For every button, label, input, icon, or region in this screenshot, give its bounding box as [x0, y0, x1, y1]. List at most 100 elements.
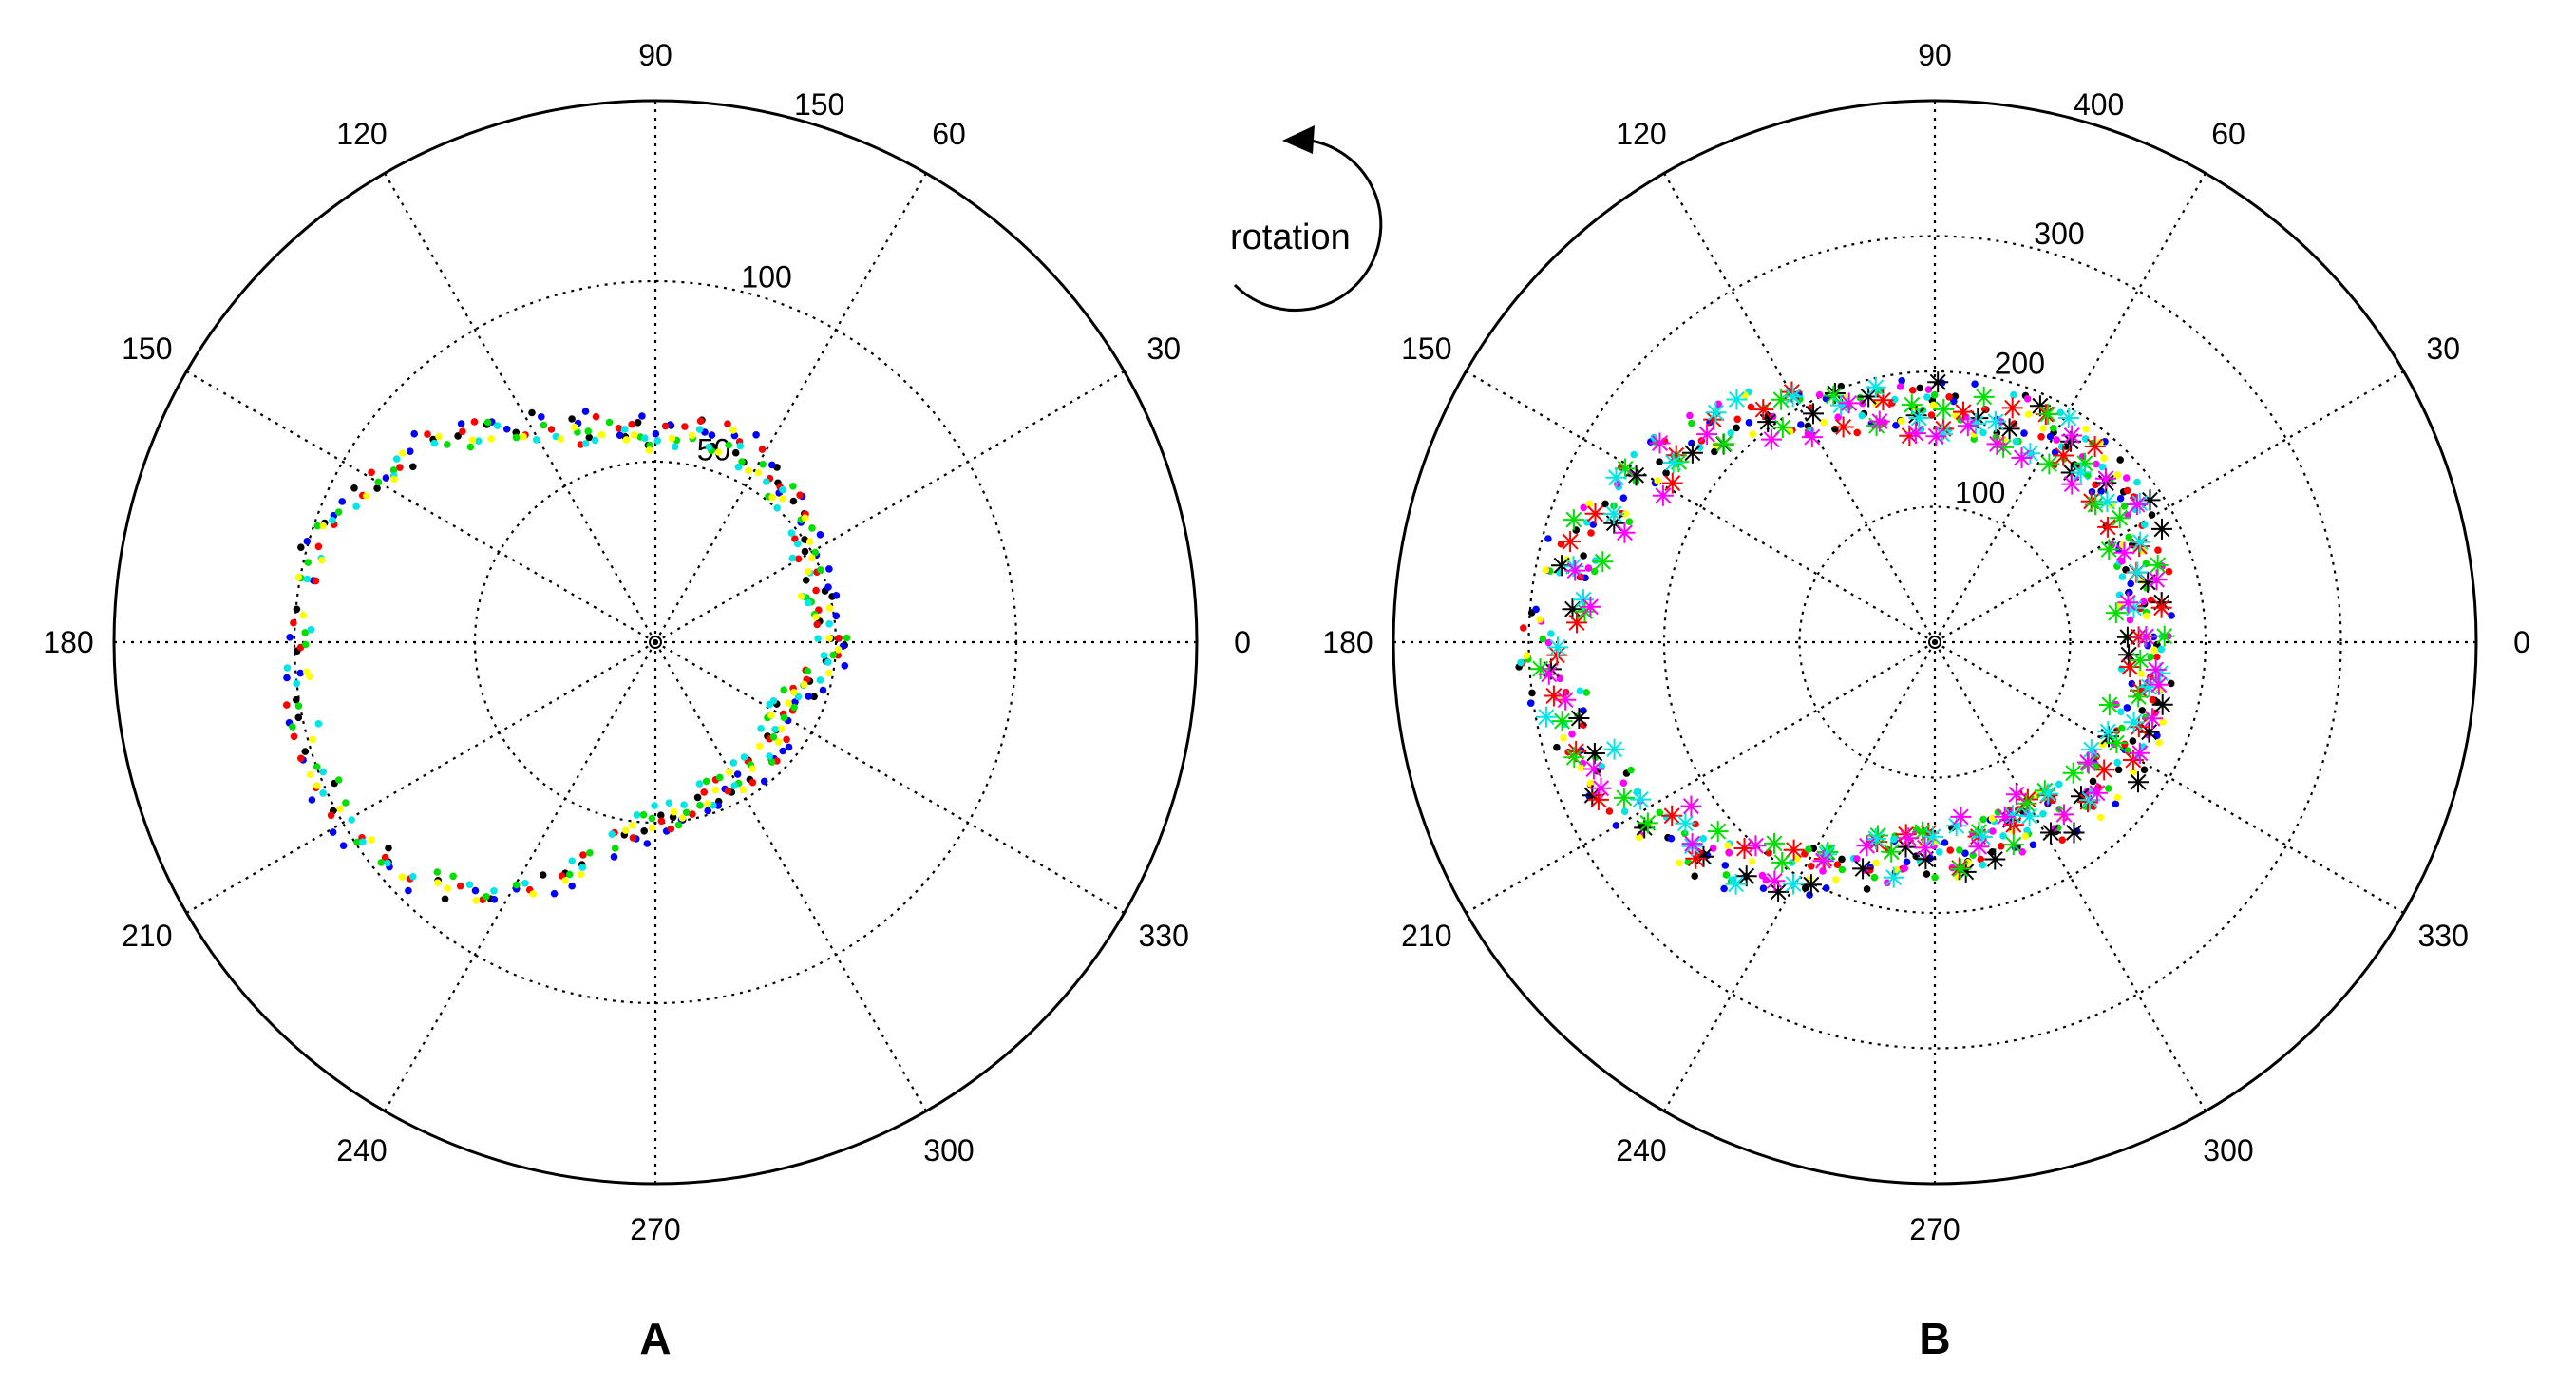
data-point — [832, 592, 841, 599]
angle-tick-label: 240 — [1616, 1133, 1666, 1168]
data-point-star — [1761, 428, 1782, 450]
data-point-star — [1605, 466, 1627, 488]
data-point-star — [1904, 423, 1926, 445]
data-point — [571, 423, 578, 431]
data-point — [568, 882, 576, 890]
data-point — [342, 799, 350, 807]
data-point-star — [2113, 541, 2135, 563]
data-point — [825, 620, 833, 628]
data-point — [763, 478, 770, 485]
data-point — [547, 426, 556, 433]
data-point — [2098, 463, 2107, 471]
data-point — [1957, 416, 1964, 424]
data-point — [1722, 871, 1731, 879]
data-point — [2154, 546, 2162, 554]
data-point-star — [1832, 416, 1854, 438]
angle-tick-label: 90 — [1918, 38, 1952, 72]
data-point — [814, 635, 822, 642]
data-point — [430, 439, 439, 447]
data-point-star — [1957, 415, 1979, 437]
data-point — [1539, 635, 1547, 643]
rotation-arrow-icon — [1233, 139, 1383, 313]
data-point — [444, 884, 451, 892]
data-point-star — [2097, 516, 2119, 538]
angle-tick-label: 180 — [43, 625, 93, 659]
data-point — [794, 555, 803, 563]
data-point-star — [2146, 569, 2168, 591]
data-point — [2082, 425, 2090, 433]
data-point — [768, 493, 776, 502]
data-point — [2053, 436, 2060, 444]
data-point — [738, 458, 746, 465]
data-point — [780, 713, 788, 722]
data-point — [800, 680, 808, 689]
angle-tick-label: 270 — [1909, 1212, 1960, 1246]
data-point — [306, 770, 314, 779]
data-point — [688, 431, 696, 440]
data-point — [2046, 432, 2055, 441]
data-point — [286, 634, 294, 641]
data-point-star — [2105, 602, 2127, 624]
data-point — [774, 738, 783, 746]
data-point — [1890, 835, 1898, 844]
data-point — [2098, 740, 2107, 749]
data-point — [1584, 564, 1593, 572]
data-point-star — [1872, 389, 1894, 411]
data-point — [1601, 500, 1609, 508]
data-point-star — [1782, 386, 1804, 408]
data-point — [1536, 616, 1544, 623]
angle-gridline — [654, 641, 1126, 914]
data-point — [540, 421, 548, 429]
data-point — [308, 796, 316, 804]
data-point — [465, 881, 474, 888]
data-point — [1656, 458, 1663, 466]
data-point — [816, 531, 824, 539]
center-marker — [649, 636, 662, 649]
angle-tick-label: 210 — [122, 919, 172, 953]
grid-circle — [1662, 370, 2207, 915]
data-point-star — [2142, 708, 2163, 730]
radial-tick-label: 300 — [2034, 217, 2084, 251]
data-point-star — [1661, 472, 1683, 494]
data-point — [1686, 411, 1694, 420]
data-point-star — [2096, 491, 2118, 513]
data-point-star — [1681, 442, 1703, 464]
data-point — [319, 522, 328, 530]
data-point-star — [1726, 389, 1748, 410]
data-point — [1745, 419, 1753, 427]
data-point — [487, 435, 495, 443]
data-point — [1838, 855, 1846, 864]
data-point — [757, 725, 765, 732]
data-point — [2149, 695, 2157, 704]
data-point — [668, 434, 676, 443]
data-point — [841, 662, 849, 670]
data-point — [2089, 777, 2097, 786]
data-point — [808, 554, 816, 562]
data-point-star — [1603, 738, 1625, 760]
data-point — [1635, 833, 1643, 842]
data-point — [520, 432, 527, 441]
data-point — [1517, 658, 1525, 667]
data-point — [759, 461, 767, 468]
data-point — [1733, 415, 1741, 424]
angle-tick-label: 0 — [1234, 625, 1251, 659]
data-point — [797, 592, 805, 600]
data-point — [674, 821, 683, 829]
data-point — [2012, 438, 2020, 446]
data-point — [2126, 588, 2133, 597]
data-point — [710, 801, 717, 809]
data-point-star — [1973, 386, 1995, 408]
data-point — [405, 886, 412, 895]
data-point — [2139, 598, 2148, 606]
data-point-star — [1949, 858, 1971, 880]
data-point — [396, 464, 404, 471]
data-point — [804, 667, 812, 675]
data-point-star — [2127, 561, 2149, 583]
data-point — [289, 723, 296, 731]
data-point — [730, 431, 739, 440]
data-point-star — [2150, 597, 2172, 618]
data-point — [731, 448, 740, 457]
data-point — [779, 747, 786, 755]
data-point — [1590, 567, 1599, 576]
data-point — [2121, 740, 2129, 749]
